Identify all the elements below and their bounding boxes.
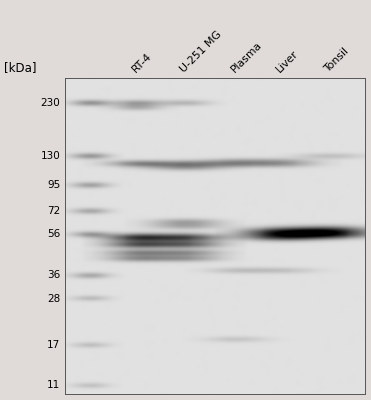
Text: 72: 72 [47, 206, 60, 216]
Text: 130: 130 [41, 151, 60, 161]
Text: Plasma: Plasma [229, 40, 264, 75]
Text: 95: 95 [47, 180, 60, 190]
Text: Tonsil: Tonsil [322, 47, 351, 75]
Text: 17: 17 [47, 340, 60, 350]
Text: 230: 230 [41, 98, 60, 108]
Text: 11: 11 [47, 380, 60, 390]
Text: 36: 36 [47, 270, 60, 280]
Text: [kDa]: [kDa] [4, 61, 36, 74]
Text: Liver: Liver [274, 49, 300, 75]
Text: U-251 MG: U-251 MG [178, 30, 223, 75]
Text: RT-4: RT-4 [130, 51, 153, 75]
Text: 28: 28 [47, 294, 60, 304]
Text: 56: 56 [47, 229, 60, 239]
